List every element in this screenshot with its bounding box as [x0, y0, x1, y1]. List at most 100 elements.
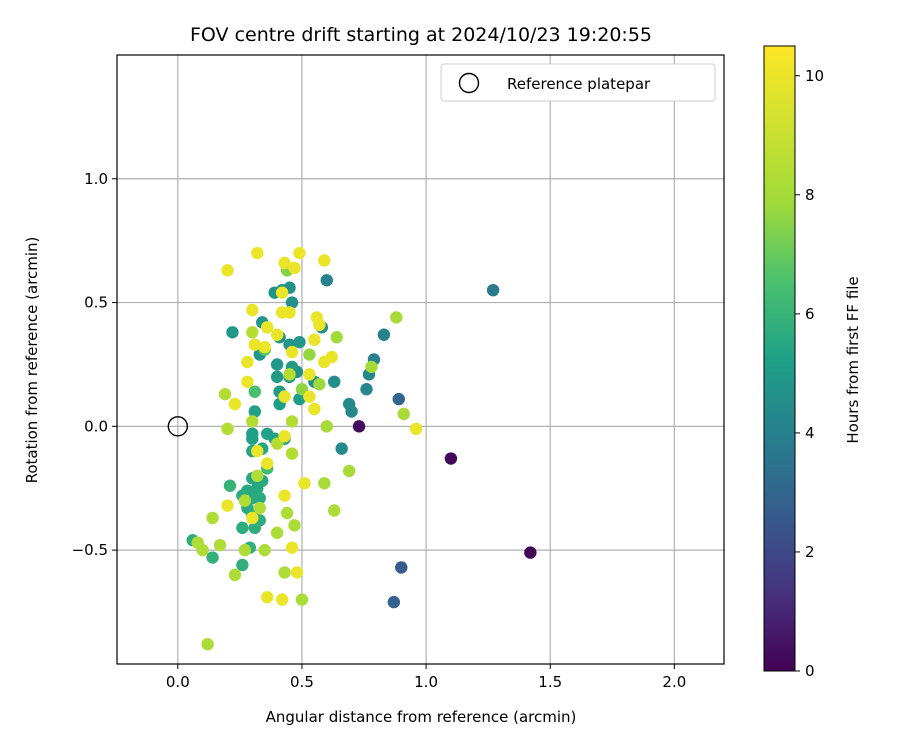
y-tick-label: 1.0 [84, 170, 108, 188]
data-point [285, 296, 299, 309]
data-point [223, 479, 237, 492]
y-tick-label: 0.5 [84, 294, 108, 312]
x-tick-label: 0.5 [290, 673, 314, 691]
data-point [246, 415, 259, 428]
data-point [278, 566, 291, 579]
data-point [221, 264, 234, 277]
y-axis-ticks: −0.5 0.0 0.5 1.0 [72, 170, 117, 559]
data-point [283, 368, 296, 381]
data-point [228, 568, 242, 582]
legend-label: Reference platepar [507, 75, 651, 93]
data-point [248, 385, 261, 398]
data-point [313, 318, 326, 332]
data-point [280, 506, 294, 520]
data-point [251, 469, 264, 483]
data-point [303, 348, 316, 361]
data-point [270, 370, 284, 384]
data-point [238, 494, 252, 507]
data-point [524, 546, 537, 559]
colorbar-tick-label: 4 [805, 424, 815, 442]
data-point [486, 283, 500, 297]
data-point [397, 407, 410, 421]
data-point [258, 340, 271, 354]
data-point [328, 504, 341, 517]
colorbar-label: Hours from first FF file [844, 276, 862, 443]
data-point [318, 355, 331, 369]
reference-platepar-marker [167, 416, 189, 437]
data-point [251, 482, 264, 495]
data-point [360, 383, 373, 396]
colorbar-tick-label: 6 [805, 305, 815, 323]
data-point [213, 538, 227, 552]
data-point [260, 321, 274, 334]
data-point [293, 246, 306, 260]
data-point [246, 432, 259, 445]
data-point [236, 521, 249, 535]
data-point [278, 390, 291, 403]
data-point [285, 541, 299, 554]
x-tick-label: 2.0 [662, 673, 686, 691]
colorbar: 0 2 4 6 8 10 Hours from first FF file [763, 45, 862, 680]
data-point [308, 402, 321, 416]
data-point [275, 286, 289, 299]
chart-title: FOV centre drift starting at 2024/10/23 … [190, 24, 652, 46]
colorbar-tick-label: 2 [805, 543, 815, 561]
data-point [303, 368, 316, 381]
x-tick-label: 0.0 [166, 673, 190, 691]
data-point [352, 420, 366, 433]
data-point [377, 328, 391, 341]
data-point [328, 375, 341, 388]
data-point [295, 593, 309, 606]
data-point [251, 444, 264, 458]
data-point [409, 422, 423, 436]
data-point [248, 338, 261, 351]
data-points [186, 246, 537, 651]
data-point [278, 256, 291, 270]
data-point [201, 637, 214, 651]
data-point [221, 422, 234, 436]
colorbar-ticks: 0 2 4 6 8 10 [795, 67, 824, 680]
data-point [236, 558, 249, 572]
data-point [253, 491, 266, 505]
reference-marker-layer [167, 416, 189, 437]
data-point [253, 501, 266, 515]
data-point [303, 390, 316, 403]
data-point [392, 392, 405, 406]
colorbar-tick-label: 0 [805, 662, 815, 680]
legend: Reference platepar [440, 63, 716, 102]
x-axis-label: Angular distance from reference (arcmin) [266, 708, 577, 726]
data-point [308, 333, 321, 346]
x-tick-label: 1.5 [538, 673, 562, 691]
data-point [196, 543, 209, 557]
data-point [298, 477, 311, 490]
data-point [278, 430, 291, 443]
data-point [444, 452, 458, 465]
data-point [285, 345, 299, 359]
data-point [218, 387, 232, 401]
data-point [330, 331, 343, 344]
data-point [313, 378, 326, 391]
x-axis-ticks: 0.0 0.5 1.0 1.5 2.0 [166, 664, 686, 691]
data-point [293, 335, 306, 349]
data-point [285, 415, 299, 428]
colorbar-gradient [763, 45, 796, 672]
data-point [206, 551, 219, 564]
data-point [318, 477, 331, 490]
data-point [288, 261, 301, 275]
data-point [293, 392, 306, 406]
data-point [342, 464, 356, 478]
data-point [241, 375, 254, 388]
data-point [270, 526, 284, 539]
data-point [251, 246, 264, 260]
y-tick-label: −0.5 [72, 541, 108, 559]
data-point [248, 405, 261, 418]
data-point [260, 590, 274, 604]
colorbar-tick-label: 10 [805, 67, 824, 85]
legend-box [440, 63, 716, 102]
data-point [275, 593, 289, 606]
data-point [270, 358, 284, 371]
grid [117, 55, 724, 664]
data-point [246, 303, 259, 317]
data-point [246, 511, 259, 525]
